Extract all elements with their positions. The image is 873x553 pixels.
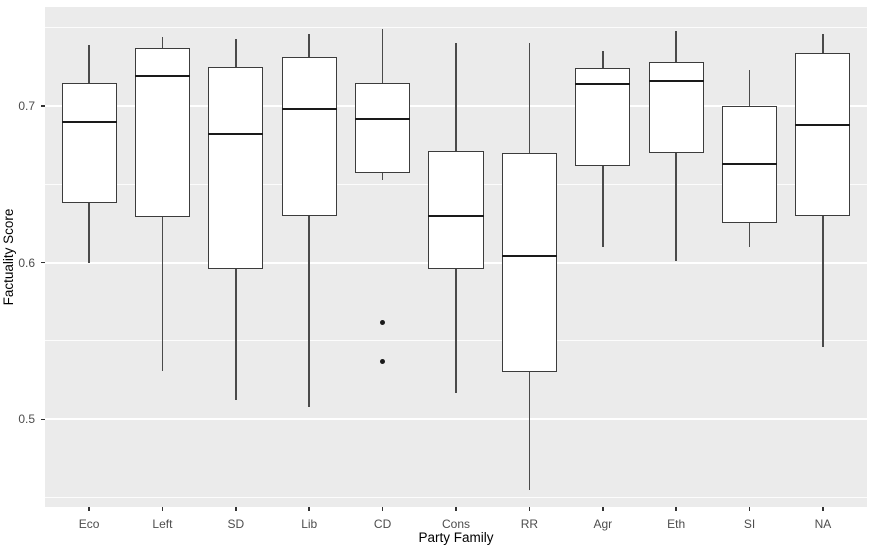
box-NA: [795, 52, 851, 216]
y-tick-mark: [41, 105, 45, 107]
x-tick-mark: [381, 507, 384, 511]
x-tick-label: Lib: [301, 517, 318, 531]
median-line-CD: [355, 117, 411, 120]
y-tick-mark: [41, 261, 45, 264]
median-line-Agr: [575, 83, 631, 86]
x-tick-mark: [455, 507, 457, 511]
x-tick-mark: [602, 507, 604, 511]
y-tick-label: 0.6: [18, 255, 35, 270]
x-tick-label: Agr: [593, 517, 613, 531]
box-SD: [208, 66, 264, 269]
box-RR: [501, 152, 557, 373]
box-whisker-Lib: [308, 33, 310, 407]
x-tick-mark: [308, 507, 310, 511]
box-Cons: [428, 151, 484, 269]
gridline-minor: [45, 497, 867, 499]
x-tick-mark: [528, 507, 531, 511]
x-tick-mark: [235, 507, 237, 511]
box-Eth: [648, 62, 704, 153]
x-tick-label: Eth: [667, 517, 686, 531]
y-axis-title: Factuality Score: [1, 208, 16, 306]
y-tick-label: 0.5: [18, 412, 35, 427]
median-line-Left: [134, 75, 190, 78]
median-line-NA: [795, 123, 851, 126]
x-tick-label: Eco: [78, 517, 100, 531]
gridline-minor: [45, 27, 867, 29]
plot-panel: [45, 7, 867, 507]
median-line-Eth: [648, 79, 704, 82]
median-line-Cons: [428, 214, 484, 217]
x-axis-title: Party Family: [418, 530, 494, 545]
x-tick-mark: [675, 507, 677, 511]
median-line-RR: [501, 255, 557, 258]
x-tick-label: Cons: [441, 517, 471, 531]
x-tick-label: SI: [743, 517, 756, 531]
x-tick-label: Left: [152, 517, 173, 531]
median-line-Lib: [281, 108, 337, 111]
x-tick-label: CD: [373, 517, 392, 531]
median-line-SD: [208, 133, 264, 136]
box-Lib: [281, 57, 337, 216]
x-tick-label: RR: [520, 517, 539, 531]
x-tick-mark: [161, 507, 164, 511]
median-line-SI: [722, 162, 778, 165]
gridline-major: [45, 418, 867, 421]
x-tick-mark: [748, 507, 751, 511]
box-Eco: [61, 82, 117, 204]
box-Left: [134, 48, 190, 218]
x-tick-label: SD: [227, 517, 245, 531]
box-CD: [355, 82, 411, 174]
outlier-point-CD: [380, 358, 386, 364]
x-tick-mark: [822, 507, 824, 511]
y-tick-mark: [41, 418, 45, 421]
x-tick-mark: [88, 507, 90, 511]
y-tick-label: 0.7: [18, 98, 35, 113]
median-line-Eco: [61, 120, 117, 123]
x-tick-label: NA: [814, 517, 832, 531]
outlier-point-CD: [380, 319, 386, 325]
